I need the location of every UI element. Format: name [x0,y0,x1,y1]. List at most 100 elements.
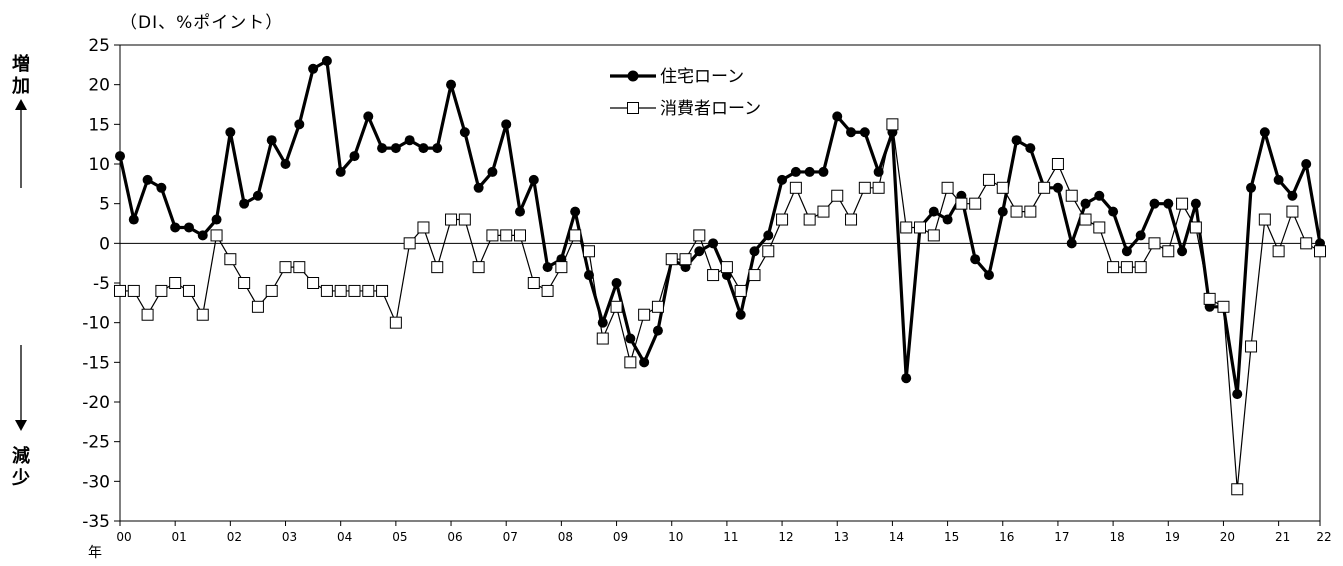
x-tick-label: 02 [227,530,242,544]
data-point-housing-loan [308,63,319,74]
data-point-consumer-loan [555,261,568,274]
data-point-housing-loan [515,206,525,217]
data-point-housing-loan [1163,198,1174,209]
data-point-housing-loan [363,111,374,122]
data-point-housing-loan [735,309,746,320]
data-point-consumer-loan [486,229,499,242]
data-point-housing-loan [1149,198,1160,209]
x-tick-label: 12 [778,530,793,544]
x-tick-label: 03 [282,530,297,544]
data-point-housing-loan [1259,127,1270,138]
x-tick-label: 22 [1316,530,1331,544]
data-point-consumer-loan [141,308,154,321]
increase-label-char-1: 増 [12,54,30,75]
data-point-housing-loan [1011,135,1022,146]
data-point-consumer-loan [293,261,306,274]
data-point-consumer-loan [1148,237,1161,250]
x-tick-label: 06 [447,530,462,544]
x-tick-label: 14 [889,530,904,544]
data-point-consumer-loan [458,213,471,226]
data-point-housing-loan [639,357,650,368]
data-point-consumer-loan [527,277,540,289]
data-point-consumer-loan [707,269,720,282]
data-point-consumer-loan [514,229,526,242]
data-point-consumer-loan [1107,261,1120,274]
data-point-consumer-loan [1162,245,1175,258]
data-point-consumer-loan [996,181,1009,194]
data-point-consumer-loan [1203,292,1216,305]
y-tick-label: 5 [99,195,110,215]
data-point-consumer-loan [155,284,168,297]
data-point-housing-loan [625,333,636,344]
y-tick-label: -35 [82,512,110,532]
data-point-housing-loan [1287,190,1298,201]
unit-label: （DI、%ポイント） [120,13,284,33]
data-point-consumer-loan [1286,205,1299,218]
data-point-housing-loan [197,230,208,241]
data-point-housing-loan [115,151,125,162]
y-tick-label: 0 [99,234,110,254]
y-tick-label: -20 [82,393,110,413]
data-point-consumer-loan [445,213,458,226]
data-point-consumer-loan [610,300,623,313]
data-point-consumer-loan [734,284,747,297]
data-point-housing-loan [252,190,263,201]
data-point-consumer-loan [1300,237,1313,250]
data-point-housing-loan [280,159,291,169]
data-point-housing-loan [542,262,553,273]
data-point-housing-loan [404,135,415,146]
data-point-housing-loan [597,317,608,328]
data-point-consumer-loan [1176,197,1189,210]
data-point-consumer-loan [1217,300,1230,313]
data-point-housing-loan [321,55,332,66]
data-point-consumer-loan [776,213,789,226]
data-point-consumer-loan [1079,213,1092,226]
data-point-housing-loan [818,166,829,177]
legend-label-consumer-loan: 消費者ローン [660,99,761,119]
x-tick-label: 09 [613,530,628,544]
legend-marker-consumer-loan [627,102,639,114]
data-point-housing-loan [942,214,953,225]
data-point-housing-loan [294,119,305,130]
data-point-consumer-loan [389,316,402,329]
y-tick-label: 25 [88,36,110,56]
data-point-consumer-loan [941,181,954,194]
data-point-housing-loan [1052,182,1063,193]
data-point-consumer-loan [582,245,595,258]
data-point-consumer-loan [789,181,802,194]
data-point-consumer-loan [569,229,582,242]
chart-axes: 25 20 15 10 5 0 -5 -10 -15 -20 -25 -30 -35 00 01 02 03 04… [15,36,1332,544]
data-point-housing-loan [749,246,760,257]
data-point-consumer-loan [182,284,195,297]
data-point-consumer-loan [720,261,733,274]
data-point-housing-loan [611,278,622,288]
decrease-label-char-1: 減 [12,446,30,467]
data-point-consumer-loan [169,277,182,289]
data-point-consumer-loan [831,189,844,202]
data-point-housing-loan [790,166,801,177]
decrease-arrow-icon [15,420,27,431]
data-point-housing-loan [1232,389,1243,400]
x-tick-label: 07 [503,530,518,544]
x-tick-label: 20 [1220,530,1235,544]
data-point-consumer-loan [693,229,706,242]
x-tick-label: 11 [723,530,738,544]
data-point-consumer-loan [500,229,513,242]
data-point-consumer-loan [927,229,940,242]
data-point-housing-loan [983,270,994,281]
series-line-consumer-loan [120,124,1321,490]
increase-label: 増 加 [10,54,32,98]
data-point-consumer-loan [624,356,637,369]
data-point-consumer-loan [982,173,995,186]
data-point-housing-loan [1135,230,1146,241]
data-point-housing-loan [652,325,663,336]
y-tick-label: -15 [82,353,110,373]
data-point-consumer-loan [472,261,485,274]
data-point-consumer-loan [334,284,347,297]
data-point-consumer-loan [872,181,885,194]
y-tick-label: -10 [82,314,110,334]
data-point-consumer-loan [279,261,292,274]
data-point-consumer-loan [596,332,609,345]
data-point-consumer-loan [651,300,664,313]
